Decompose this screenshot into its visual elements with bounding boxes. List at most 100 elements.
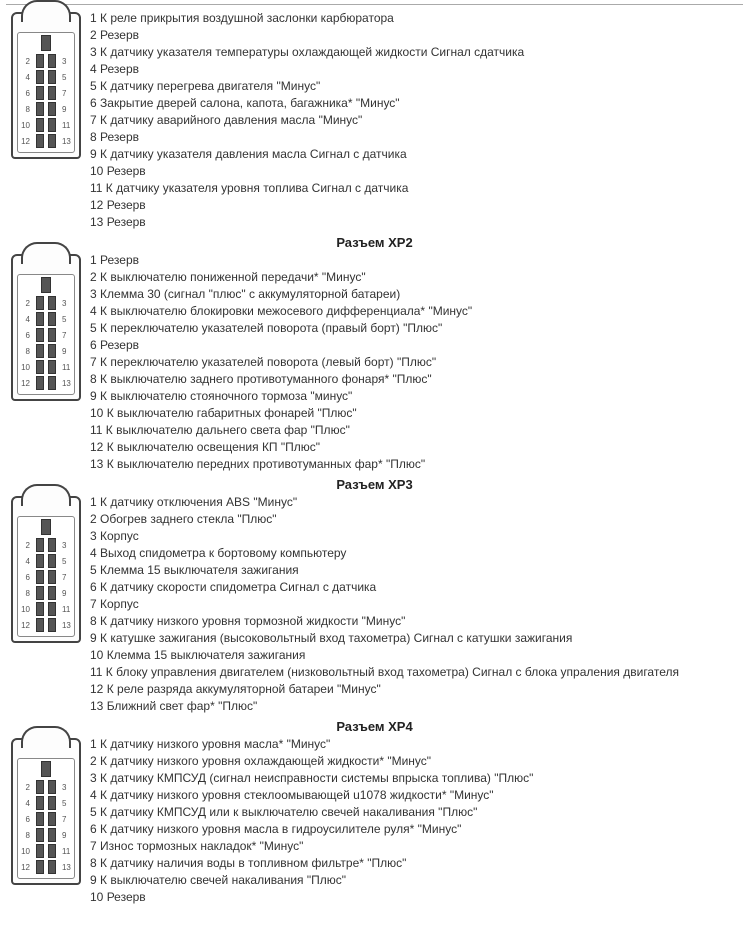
pin-label-left: 2 [20, 541, 32, 550]
pin-number: 6 [90, 338, 97, 352]
pin-11 [48, 118, 56, 132]
pin-description: Выход спидометра к бортовому компьютеру [97, 546, 347, 560]
pin-12 [36, 376, 44, 390]
pin-2 [36, 538, 44, 552]
pin-line: 2 К датчику низкого уровня охлаждающей ж… [90, 753, 743, 770]
pin-12 [36, 134, 44, 148]
connector-diagram: 2 3 4 5 6 7 8 9 [11, 12, 81, 159]
connector-column: 2 3 4 5 6 7 8 9 [6, 252, 86, 401]
pin-line: 6 Резерв [90, 337, 743, 354]
pin-number: 11 [90, 665, 102, 679]
pin-description: Обогрев заднего стекла "Плюс" [97, 512, 277, 526]
pin-label-right: 3 [60, 783, 72, 792]
pin-label-right: 13 [60, 137, 72, 146]
pin-10 [36, 602, 44, 616]
pin-line: 12 Резерв [90, 197, 743, 214]
pin-number: 8 [90, 856, 97, 870]
pin-9 [48, 586, 56, 600]
pin-number: 1 [90, 11, 97, 25]
pin-label-left: 8 [20, 105, 32, 114]
pin-line: 5 К датчику КМПСУД или к выключателю све… [90, 804, 743, 821]
pin-description: К выключателю освещения КП "Плюс" [103, 440, 320, 454]
connector-diagram: 2 3 4 5 6 7 8 9 [11, 738, 81, 885]
pin-number: 2 [90, 512, 97, 526]
pin-line: 4 Резерв [90, 61, 743, 78]
pin-2 [36, 54, 44, 68]
pin-number: 1 [90, 495, 97, 509]
pin-description: К датчику скорости спидометра Сигнал с д… [97, 580, 377, 594]
pin-7 [48, 812, 56, 826]
pin-7 [48, 570, 56, 584]
pin-label-right: 9 [60, 589, 72, 598]
pin-number: 4 [90, 788, 97, 802]
pin-label-right: 11 [60, 605, 72, 614]
pin-description: Клемма 15 выключателя зажигания [97, 563, 299, 577]
pin-6 [36, 86, 44, 100]
pin-description: Резерв [97, 130, 139, 144]
pin-number: 3 [90, 771, 97, 785]
pin-number: 6 [90, 580, 97, 594]
pin-4 [36, 312, 44, 326]
pin-label-right: 13 [60, 379, 72, 388]
pin-line: 10 К выключателю габаритных фонарей "Плю… [90, 405, 743, 422]
pin-8 [36, 586, 44, 600]
pin-line: 12 К выключателю освещения КП "Плюс" [90, 439, 743, 456]
pin-7 [48, 86, 56, 100]
pin-9 [48, 344, 56, 358]
pin-list: 1 К датчику отключения ABS "Минус"2 Обог… [86, 494, 743, 715]
pin-line: 7 Износ тормозных накладок* "Минус" [90, 838, 743, 855]
pin-row: 2 3 [20, 296, 72, 310]
pin-5 [48, 554, 56, 568]
pin-row: 6 7 [20, 570, 72, 584]
pin-9 [48, 102, 56, 116]
pin-label-left: 12 [20, 621, 32, 630]
pin-13 [48, 134, 56, 148]
pin-label-left: 4 [20, 799, 32, 808]
pin-description: К датчику наличия воды в топливном фильт… [97, 856, 407, 870]
pin-description: Резерв [97, 253, 139, 267]
pin-1 [41, 761, 51, 777]
connector-inner: 2 3 4 5 6 7 8 9 [17, 758, 75, 879]
pin-label-right: 3 [60, 299, 72, 308]
pin-description: К реле прикрытия воздушной заслонки карб… [97, 11, 394, 25]
pin-number: 5 [90, 79, 97, 93]
pin-12 [36, 860, 44, 874]
pin-13 [48, 618, 56, 632]
section: 2 3 4 5 6 7 8 9 [6, 252, 743, 473]
pin-line: 2 Обогрев заднего стекла "Плюс" [90, 511, 743, 528]
pin-4 [36, 554, 44, 568]
pin-label-left: 8 [20, 831, 32, 840]
pin-number: 10 [90, 406, 103, 420]
pin-number: 1 [90, 253, 97, 267]
pin-3 [48, 780, 56, 794]
pin-5 [48, 312, 56, 326]
pin-label-right: 9 [60, 347, 72, 356]
connector-column: 2 3 4 5 6 7 8 9 [6, 736, 86, 885]
pin-number: 9 [90, 389, 97, 403]
pin-label-left: 10 [20, 847, 32, 856]
pin-10 [36, 118, 44, 132]
connector-diagram: 2 3 4 5 6 7 8 9 [11, 496, 81, 643]
pin-2 [36, 780, 44, 794]
pin-line: 4 Выход спидометра к бортовому компьютер… [90, 545, 743, 562]
pin-description: К выключателю габаритных фонарей "Плюс" [103, 406, 356, 420]
pin-list: 1 К датчику низкого уровня масла* "Минус… [86, 736, 743, 906]
pin-number: 5 [90, 563, 97, 577]
pin-description: К выключателю блокировки межосевого дифф… [97, 304, 472, 318]
pin-label-right: 11 [60, 363, 72, 372]
pin-row: 6 7 [20, 812, 72, 826]
pin-4 [36, 70, 44, 84]
pin-number: 10 [90, 164, 103, 178]
pin-line: 1 К датчику отключения ABS "Минус" [90, 494, 743, 511]
pin-3 [48, 54, 56, 68]
pin-line: 5 К датчику перегрева двигателя "Минус" [90, 78, 743, 95]
pin-12 [36, 618, 44, 632]
pin-label-right: 5 [60, 315, 72, 324]
pin-row: 4 5 [20, 70, 72, 84]
pin-8 [36, 344, 44, 358]
pin-list: 1 Резерв2 К выключателю пониженной перед… [86, 252, 743, 473]
pin-description: Корпус [97, 597, 139, 611]
pin-number: 13 [90, 215, 103, 229]
pin-label-left: 12 [20, 137, 32, 146]
pin-description: К датчику КМПСУД или к выключателю свече… [97, 805, 478, 819]
